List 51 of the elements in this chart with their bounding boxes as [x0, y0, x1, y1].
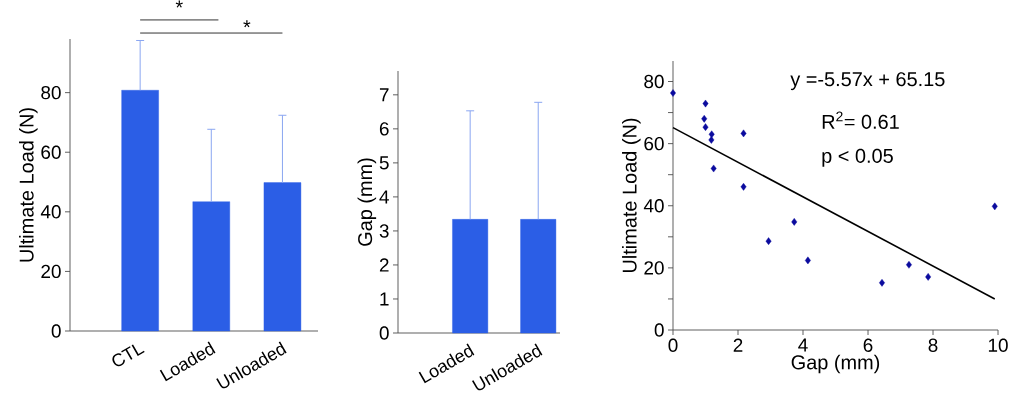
point: [791, 218, 798, 226]
point: [702, 99, 709, 108]
y-tick-label: 0: [51, 324, 61, 338]
y-tick-label: 20: [644, 261, 664, 275]
y-tick-label: 6: [379, 122, 389, 136]
y-tick-label: 2: [379, 258, 389, 272]
x-tick-label: 2: [733, 338, 743, 352]
bar: [121, 90, 159, 332]
y-tick-label: 0: [654, 323, 664, 337]
bar: [192, 201, 230, 332]
point: [701, 114, 708, 123]
y-tick-label: 7: [379, 88, 389, 102]
annotation: p < 0.05: [822, 148, 893, 167]
y-tick-label: 3: [379, 224, 389, 238]
y-tick-label: 20: [41, 264, 61, 279]
x-tick-label: 6: [863, 338, 873, 352]
point: [740, 183, 747, 191]
point: [804, 256, 811, 265]
text: *: [243, 20, 251, 28]
annotation: y =-5.57x + 65.15: [790, 72, 945, 91]
y-tick-label: 40: [40, 205, 61, 219]
y-tick-label: 80: [644, 74, 664, 89]
x-axis-title: Gap (mm): [791, 354, 880, 374]
y-tick-label: 60: [41, 145, 61, 159]
x-tick-label: 0: [668, 338, 678, 352]
point: [740, 129, 747, 138]
y-tick-label: 4: [379, 190, 389, 204]
annotation: R$^{2}$= 0.61: [822, 111, 899, 129]
y-tick-label: 60: [644, 136, 664, 151]
y-axis-title: Ultimate Load (N): [19, 108, 38, 262]
point: [708, 136, 715, 144]
x-tick-label: CTL: [112, 344, 145, 367]
point: [991, 202, 998, 211]
point: [708, 130, 715, 139]
point: [702, 123, 709, 131]
y-tick-label: 80: [41, 85, 61, 100]
point: [765, 237, 772, 245]
y-tick-label: 1: [380, 292, 389, 306]
y-axis-title: Ultimate Load (N): [622, 118, 641, 273]
x-tick-label: 4: [798, 338, 808, 352]
point: [710, 164, 717, 173]
y-tick-label: 40: [643, 199, 664, 213]
x-tick-label: 8: [928, 338, 938, 352]
x-tick-label: 10: [988, 338, 1008, 352]
bar: [263, 182, 302, 332]
y-tick-label: 0: [379, 326, 389, 340]
point: [925, 273, 932, 281]
y-axis-title: Gap (mm): [357, 158, 377, 246]
y-tick-label: 5: [379, 156, 389, 170]
text: *: [175, 0, 183, 8]
point: [670, 89, 676, 97]
